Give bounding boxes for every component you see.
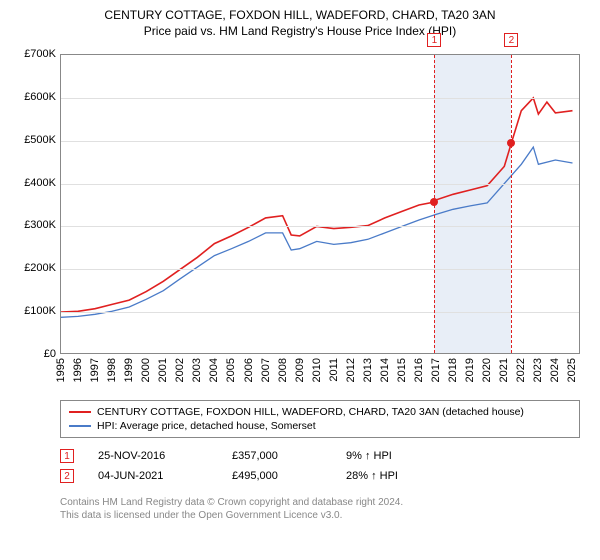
transaction-price: £495,000 <box>232 470 322 482</box>
legend-swatch <box>69 411 91 413</box>
y-tick-label: £500K <box>12 134 56 146</box>
series-line-price_paid <box>61 98 573 312</box>
x-tick-label: 2021 <box>498 358 510 382</box>
y-tick-label: £300K <box>12 219 56 231</box>
x-tick-label: 2011 <box>328 358 340 382</box>
x-tick-label: 2016 <box>413 358 425 382</box>
x-tick-label: 2010 <box>311 358 323 382</box>
footer-line1: Contains HM Land Registry data © Crown c… <box>60 496 588 509</box>
legend-label: HPI: Average price, detached house, Some… <box>97 420 316 432</box>
x-tick-label: 1996 <box>72 358 84 382</box>
gridline <box>61 269 579 270</box>
y-tick-label: £0 <box>12 348 56 360</box>
transaction-row: 2 04-JUN-2021 £495,000 28% ↑ HPI <box>60 466 588 486</box>
footer: Contains HM Land Registry data © Crown c… <box>60 496 588 522</box>
y-tick-label: £600K <box>12 91 56 103</box>
chart-subtitle: Price paid vs. HM Land Registry's House … <box>12 24 588 38</box>
x-tick-label: 2009 <box>294 358 306 382</box>
transaction-marker-icon: 2 <box>60 469 74 483</box>
x-tick-label: 2020 <box>481 358 493 382</box>
plot-area: 12 <box>60 54 580 354</box>
x-tick-label: 1997 <box>89 358 101 382</box>
x-tick-label: 2022 <box>515 358 527 382</box>
legend-label: CENTURY COTTAGE, FOXDON HILL, WADEFORD, … <box>97 406 524 418</box>
x-tick-label: 2007 <box>260 358 272 382</box>
x-tick-label: 2002 <box>174 358 186 382</box>
title-block: CENTURY COTTAGE, FOXDON HILL, WADEFORD, … <box>12 8 588 38</box>
transaction-dot <box>507 139 515 147</box>
chart-container: CENTURY COTTAGE, FOXDON HILL, WADEFORD, … <box>0 0 600 560</box>
vline <box>511 55 512 353</box>
gridline <box>61 312 579 313</box>
series-line-hpi <box>61 147 573 317</box>
chart-wrap: £0 £100K £200K £300K £400K £500K £600K £700K 12… <box>12 46 588 396</box>
y-tick-label: £400K <box>12 177 56 189</box>
transaction-delta: 9% ↑ HPI <box>346 450 392 462</box>
y-tick-label: £200K <box>12 262 56 274</box>
transaction-marker: 1 <box>427 33 441 47</box>
transaction-row: 1 25-NOV-2016 £357,000 9% ↑ HPI <box>60 446 588 466</box>
x-tick-label: 2004 <box>208 358 220 382</box>
gridline <box>61 226 579 227</box>
x-tick-label: 2003 <box>191 358 203 382</box>
x-tick-label: 2001 <box>157 358 169 382</box>
gridline <box>61 184 579 185</box>
x-tick-label: 2015 <box>396 358 408 382</box>
x-tick-label: 2008 <box>277 358 289 382</box>
x-tick-label: 1999 <box>123 358 135 382</box>
transaction-marker: 2 <box>504 33 518 47</box>
transaction-delta: 28% ↑ HPI <box>346 470 398 482</box>
x-tick-label: 2023 <box>532 358 544 382</box>
legend-swatch <box>69 425 91 427</box>
legend-row: CENTURY COTTAGE, FOXDON HILL, WADEFORD, … <box>69 405 571 419</box>
legend: CENTURY COTTAGE, FOXDON HILL, WADEFORD, … <box>60 400 580 438</box>
x-tick-label: 2006 <box>243 358 255 382</box>
x-tick-label: 1995 <box>55 358 67 382</box>
transaction-date: 25-NOV-2016 <box>98 450 208 462</box>
x-tick-label: 2013 <box>362 358 374 382</box>
x-tick-label: 2019 <box>464 358 476 382</box>
x-tick-label: 2014 <box>379 358 391 382</box>
x-tick-label: 1998 <box>106 358 118 382</box>
transaction-price: £357,000 <box>232 450 322 462</box>
chart-title: CENTURY COTTAGE, FOXDON HILL, WADEFORD, … <box>12 8 588 22</box>
transaction-dot <box>430 198 438 206</box>
x-tick-label: 2012 <box>345 358 357 382</box>
x-tick-label: 2000 <box>140 358 152 382</box>
x-tick-label: 2025 <box>566 358 578 382</box>
y-tick-label: £100K <box>12 305 56 317</box>
x-tick-label: 2024 <box>549 358 561 382</box>
gridline <box>61 98 579 99</box>
transactions-table: 1 25-NOV-2016 £357,000 9% ↑ HPI 2 04-JUN-2021… <box>60 446 588 486</box>
footer-line2: This data is licensed under the Open Gov… <box>60 509 588 522</box>
legend-row: HPI: Average price, detached house, Some… <box>69 419 571 433</box>
x-tick-label: 2005 <box>225 358 237 382</box>
transaction-marker-icon: 1 <box>60 449 74 463</box>
plot-svg <box>61 55 581 355</box>
x-tick-label: 2018 <box>447 358 459 382</box>
gridline <box>61 141 579 142</box>
y-tick-label: £700K <box>12 48 56 60</box>
transaction-date: 04-JUN-2021 <box>98 470 208 482</box>
x-tick-label: 2017 <box>430 358 442 382</box>
